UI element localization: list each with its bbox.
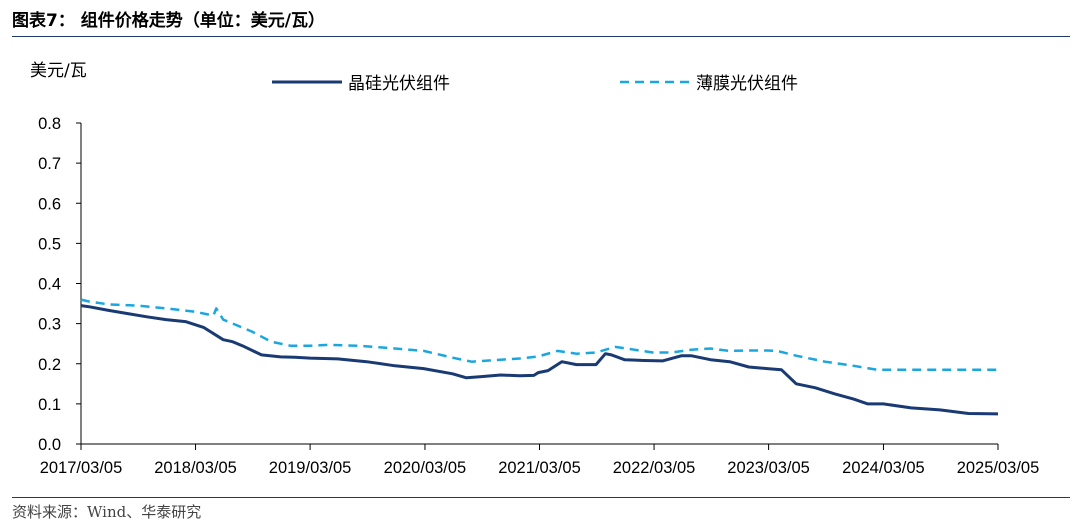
y-tick-label: 0.4: [38, 276, 61, 294]
figure-title: 图表7： 组件价格走势（单位：美元/瓦）: [12, 11, 325, 31]
x-tick-label: 2018/03/05: [154, 459, 237, 477]
x-tick-label: 2024/03/05: [842, 459, 925, 477]
series-line-1: [80, 304, 999, 416]
x-tick-label: 2025/03/05: [957, 459, 1040, 477]
x-tick-label: 2017/03/05: [40, 459, 123, 477]
y-tick-label: 0.6: [38, 195, 61, 213]
y-axis-unit-label: 美元/瓦: [30, 61, 87, 81]
x-tick-label: 2020/03/05: [384, 459, 467, 477]
title-rule: [12, 36, 1070, 37]
y-tick-label: 0.1: [38, 396, 61, 414]
y-tick-label: 0.2: [38, 356, 61, 374]
x-tick-label: 2023/03/05: [727, 459, 810, 477]
y-tick-label: 0.0: [38, 436, 61, 454]
series-line-2: [80, 298, 998, 372]
chart-axes: 0.0 0.1 0.2 0.3 0.4 0.5 0.6 0.7 0.8 2017/03/05 201…: [38, 115, 1039, 477]
y-tick-label: 0.5: [38, 235, 61, 253]
y-tick-label: 0.7: [38, 155, 61, 173]
x-tick-label: 2022/03/05: [613, 459, 696, 477]
chart-legend: 晶硅光伏组件 薄膜光伏组件: [272, 74, 798, 94]
x-tick-label: 2021/03/05: [498, 459, 581, 477]
y-tick-label: 0.8: [38, 115, 61, 133]
y-tick-label: 0.3: [38, 316, 61, 334]
x-tick-label: 2019/03/05: [269, 459, 352, 477]
legend-label-2: 薄膜光伏组件: [696, 74, 798, 94]
chart-plot-area: [80, 298, 999, 416]
source-note: 资料来源：Wind、华泰研究: [12, 503, 202, 521]
legend-label-1: 晶硅光伏组件: [348, 74, 450, 94]
source-rule: [12, 497, 1070, 498]
